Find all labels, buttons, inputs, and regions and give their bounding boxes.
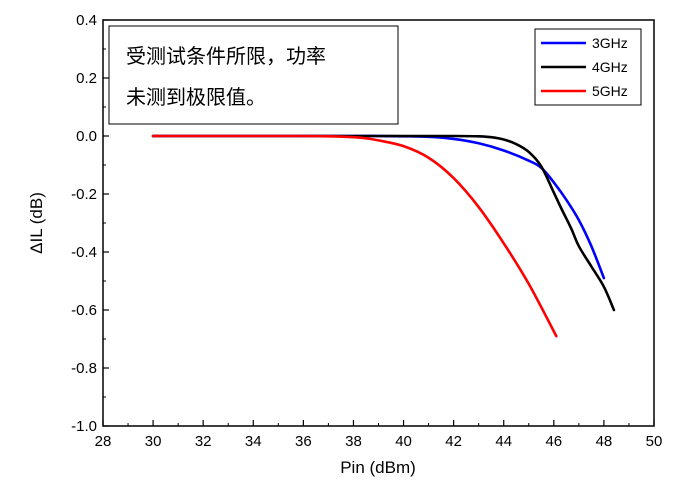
x-tick-label: 50 [646,433,663,450]
x-tick-label: 48 [596,433,613,450]
legend-label-3GHz: 3GHz [592,35,628,51]
annotation-line-1: 受测试条件所限，功率 [126,44,326,68]
legend-label-5GHz: 5GHz [592,83,628,99]
x-tick-label: 42 [445,433,462,450]
y-tick-label: -0.2 [71,186,97,203]
y-axis-label: ΔIL (dB) [27,192,46,254]
x-tick-label: 36 [295,433,312,450]
x-tick-label: 40 [395,433,412,450]
x-tick-label: 32 [195,433,212,450]
x-tick-label: 28 [95,433,112,450]
legend: 3GHz 4GHz 5GHz [534,28,642,106]
series-line-5GHz [151,134,558,338]
legend-label-4GHz: 4GHz [592,59,628,75]
annotation-box [108,25,399,125]
x-axis-label: Pin (dBm) [340,458,416,477]
x-tick-label: 34 [245,433,262,450]
series-line-3GHz [151,134,606,280]
y-tick-label: 0.2 [76,70,97,87]
y-tick-label: -1.0 [71,418,97,435]
y-tick-label: 0.0 [76,128,97,145]
annotation-line-2: 未测到极限值。 [126,85,266,109]
annotation: 受测试条件所限，功率 未测到极限值。 [108,25,399,125]
x-tick-label: 44 [495,433,512,450]
y-tick-label: -0.4 [71,244,97,261]
tick-labels: 28 30 32 34 36 38 40 42 44 46 48 50 -1.0 -0.8 -0.6 -0.4… [71,12,662,450]
y-tick-label: -0.6 [71,302,97,319]
y-tick-label: -0.8 [71,360,97,377]
x-tick-label: 46 [545,433,562,450]
series-line-4GHz [151,134,616,312]
x-tick-label: 38 [345,433,362,450]
x-tick-label: 30 [145,433,162,450]
series-lines [151,134,616,338]
y-tick-label: 0.4 [76,12,97,29]
axis-ticks [102,19,655,427]
